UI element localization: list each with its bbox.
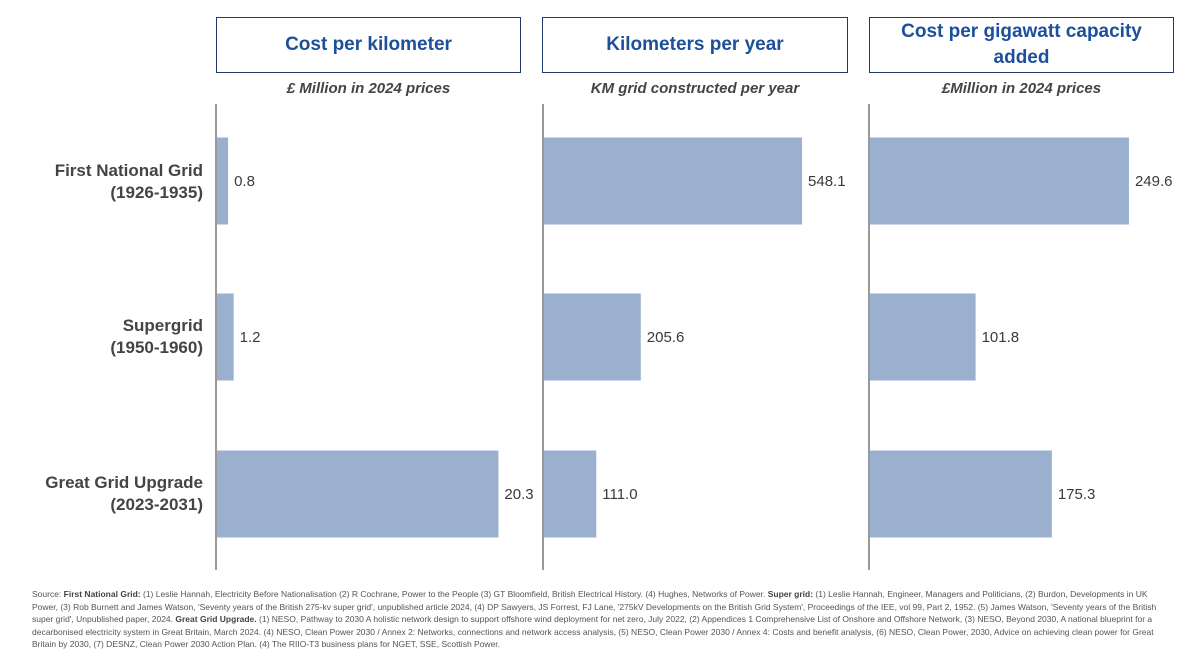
value-label-km-per-year-supergrid: 205.6	[647, 329, 685, 346]
panel-title-km-per-year: Kilometers per year	[542, 17, 848, 73]
row-label-name: First National Grid	[54, 161, 203, 180]
bar-cost-per-gw-supergrid	[870, 293, 976, 381]
source-heading: Great Grid Upgrade.	[175, 614, 257, 625]
row-label-name: Supergrid	[122, 316, 203, 335]
source-text: (1) Leslie Hannah, Engineer, Managers an…	[32, 589, 1157, 625]
value-label-cost-per-km-great-grid-upgrade: 20.3	[504, 486, 533, 503]
panel-subtitle-cost-per-km: £ Million in 2024 prices	[286, 80, 451, 97]
value-label-cost-per-gw-first-national-grid: 249.6	[1135, 173, 1173, 190]
value-label-cost-per-km-first-national-grid: 0.8	[234, 173, 255, 190]
panel-title-cost-per-gw: Cost per gigawatt capacity added	[869, 17, 1174, 73]
value-label-cost-per-gw-supergrid: 101.8	[982, 329, 1020, 346]
row-label-years: (2023-2031)	[110, 495, 203, 514]
bar-charts: 0.8 1.2 20.3 548.1 205.6 111.0 249.6 101.8 175.3	[215, 104, 1173, 570]
bar-km-per-year-great-grid-upgrade	[544, 450, 597, 538]
source-text: (1) NESO, Pathway to 2030 A holistic net…	[32, 614, 1154, 650]
source-heading: First National Grid:	[63, 589, 141, 599]
row-label-years: (1926-1935)	[110, 183, 203, 202]
row-label-name: Great Grid Upgrade	[45, 473, 203, 492]
bar-cost-per-km-supergrid	[217, 293, 234, 381]
row-label-great-grid-upgrade: Great Grid Upgrade (2023-2031)	[0, 472, 203, 516]
bar-cost-per-km-great-grid-upgrade	[217, 450, 499, 538]
panel-subtitle-cost-per-gw: £Million in 2024 prices	[941, 80, 1102, 97]
source-heading: Super grid:	[767, 589, 814, 599]
value-label-cost-per-km-supergrid: 1.2	[240, 329, 261, 346]
bar-km-per-year-supergrid	[544, 293, 641, 381]
panel-title-cost-per-km: Cost per kilometer	[216, 17, 521, 73]
bar-cost-per-km-first-national-grid	[217, 137, 229, 225]
source-text: (1) Leslie Hannah, Electricity Before Na…	[140, 589, 768, 599]
value-label-km-per-year-first-national-grid: 548.1	[808, 173, 846, 190]
row-label-years: (1950-1960)	[110, 338, 203, 357]
source-note: Source: First National Grid: (1) Leslie …	[32, 588, 1167, 651]
panel-subtitle-km-per-year: KM grid constructed per year	[590, 80, 800, 97]
value-label-km-per-year-great-grid-upgrade: 111.0	[602, 486, 637, 503]
row-label-first-national-grid: First National Grid (1926-1935)	[0, 160, 203, 204]
value-label-cost-per-gw-great-grid-upgrade: 175.3	[1058, 486, 1096, 503]
bar-km-per-year-first-national-grid	[544, 137, 803, 225]
row-label-supergrid: Supergrid (1950-1960)	[0, 315, 203, 359]
source-prefix: Source:	[32, 589, 64, 599]
bar-cost-per-gw-great-grid-upgrade	[870, 450, 1052, 538]
bar-cost-per-gw-first-national-grid	[870, 137, 1129, 225]
